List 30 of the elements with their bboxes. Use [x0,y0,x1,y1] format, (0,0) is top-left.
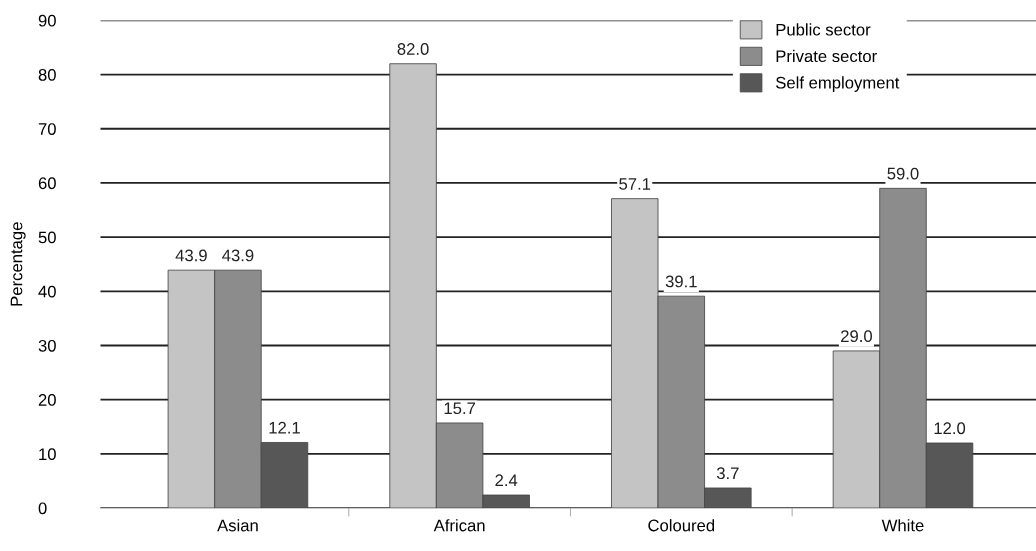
y-axis-title: Percentage [10,222,26,306]
data-label: 12.0 [934,422,966,435]
data-label: 43.9 [175,249,207,262]
y-tick-label: 70 [38,123,56,135]
data-label: 82.0 [397,43,429,55]
y-tick-label: 10 [39,448,56,461]
data-label: 2.4 [495,474,518,486]
data-label: 12.1 [269,421,300,434]
y-tick-label: 30 [38,339,56,352]
legend-label: Self employment [776,76,900,92]
y-tick-label: 60 [38,177,56,190]
data-label: 43.9 [222,249,254,262]
legend-label: Public sector [776,23,871,36]
data-label: 57.1 [619,178,651,190]
data-label: 39.1 [665,275,697,288]
x-tick-label: African [433,519,485,532]
legend-label: Private sector [776,49,877,63]
data-label: 3.7 [716,467,739,480]
y-tick-label: 20 [38,394,56,406]
y-tick-label: 90 [38,14,56,27]
data-label: 59.0 [887,167,919,180]
x-tick-label: Coloured [648,519,715,532]
y-tick-label: 50 [38,231,56,244]
y-tick-label: 0 [38,502,47,515]
data-label: 15.7 [444,402,475,415]
x-tick-label: White [881,519,924,532]
y-tick-label: 80 [38,68,56,81]
y-tick-label: 40 [38,285,56,298]
data-label: 29.0 [841,330,872,343]
x-tick-label: Asian [217,519,258,532]
